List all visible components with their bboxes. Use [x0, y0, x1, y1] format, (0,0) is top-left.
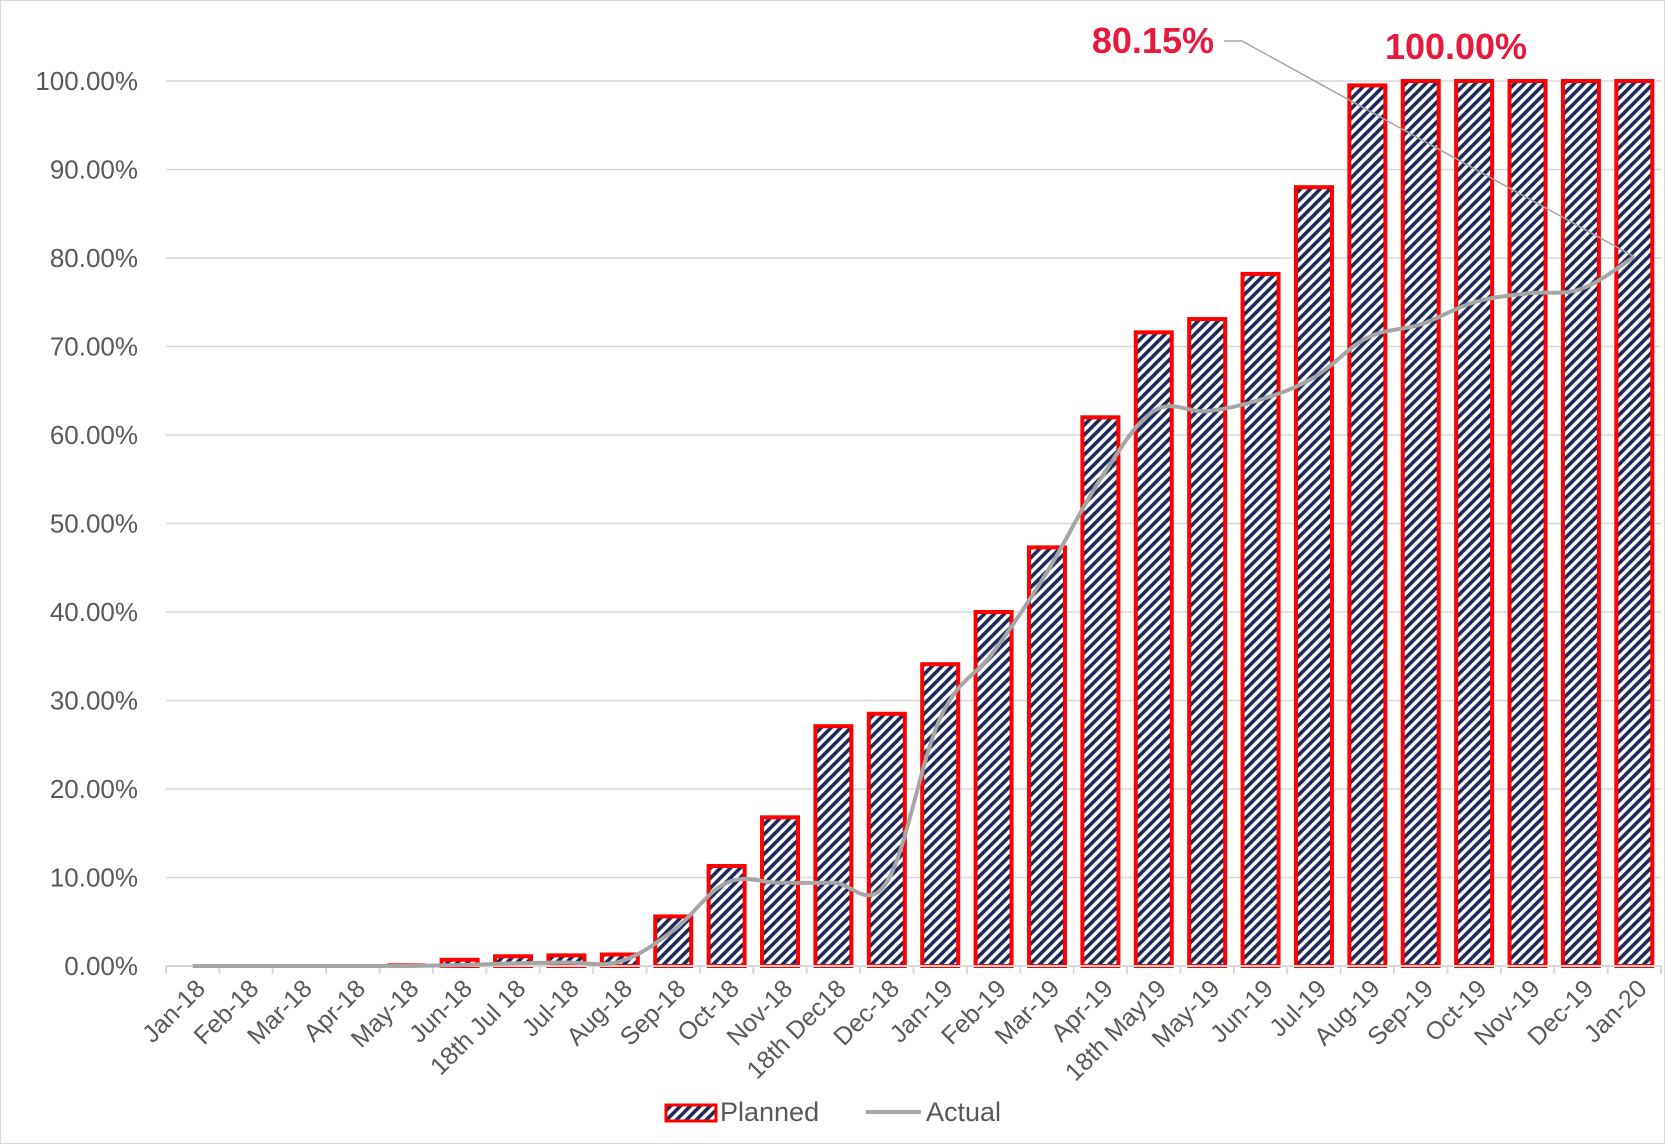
y-tick-label: 100.00%	[35, 66, 138, 96]
planned-bar	[920, 662, 961, 969]
planned-bar	[1614, 79, 1655, 968]
legend: Planned Actual	[664, 1097, 1001, 1127]
annotations: 80.15% 100.00%	[1092, 20, 1635, 258]
y-tick-label: 70.00%	[50, 332, 138, 362]
y-tick-label: 10.00%	[50, 863, 138, 893]
legend-planned-swatch	[664, 1103, 718, 1123]
planned-bar	[760, 815, 801, 968]
y-tick-label: 60.00%	[50, 420, 138, 450]
planned-callout-label: 100.00%	[1385, 26, 1527, 67]
planned-bar	[1507, 79, 1548, 968]
planned-bar	[1240, 271, 1281, 968]
legend-actual-label: Actual	[926, 1097, 1001, 1127]
y-tick-label: 20.00%	[50, 774, 138, 804]
y-tick-label: 90.00%	[50, 155, 138, 185]
y-axis-ticks: 0.00% 10.00% 20.00% 30.00% 40.00% 50.00% 60.00…	[35, 66, 138, 981]
actual-line	[192, 254, 1636, 969]
planned-bar	[813, 724, 854, 968]
planned-bar	[1187, 317, 1228, 968]
y-tick-label: 0.00%	[64, 951, 138, 981]
actual-callout-label: 80.15%	[1092, 20, 1214, 61]
planned-bar	[1560, 79, 1601, 968]
planned-bar	[1133, 330, 1174, 968]
actual-series-line	[192, 254, 1636, 969]
planned-bar	[866, 711, 907, 969]
planned-bars	[280, 79, 1655, 969]
y-tick-label: 80.00%	[50, 243, 138, 273]
y-tick-label: 50.00%	[50, 509, 138, 539]
y-tick-label: 30.00%	[50, 686, 138, 716]
y-tick-label: 40.00%	[50, 597, 138, 627]
legend-planned-label: Planned	[720, 1097, 819, 1127]
planned-bar	[1454, 79, 1495, 968]
planned-bar	[1293, 185, 1334, 968]
planned-bar	[1347, 83, 1388, 969]
actual-callout-leader	[1224, 40, 1635, 258]
planned-bar	[1026, 545, 1067, 969]
x-axis-ticks: Jan-18Feb-18Mar-18Apr-18May-18Jun-1818th…	[137, 974, 1652, 1086]
planned-bar	[1400, 79, 1441, 968]
